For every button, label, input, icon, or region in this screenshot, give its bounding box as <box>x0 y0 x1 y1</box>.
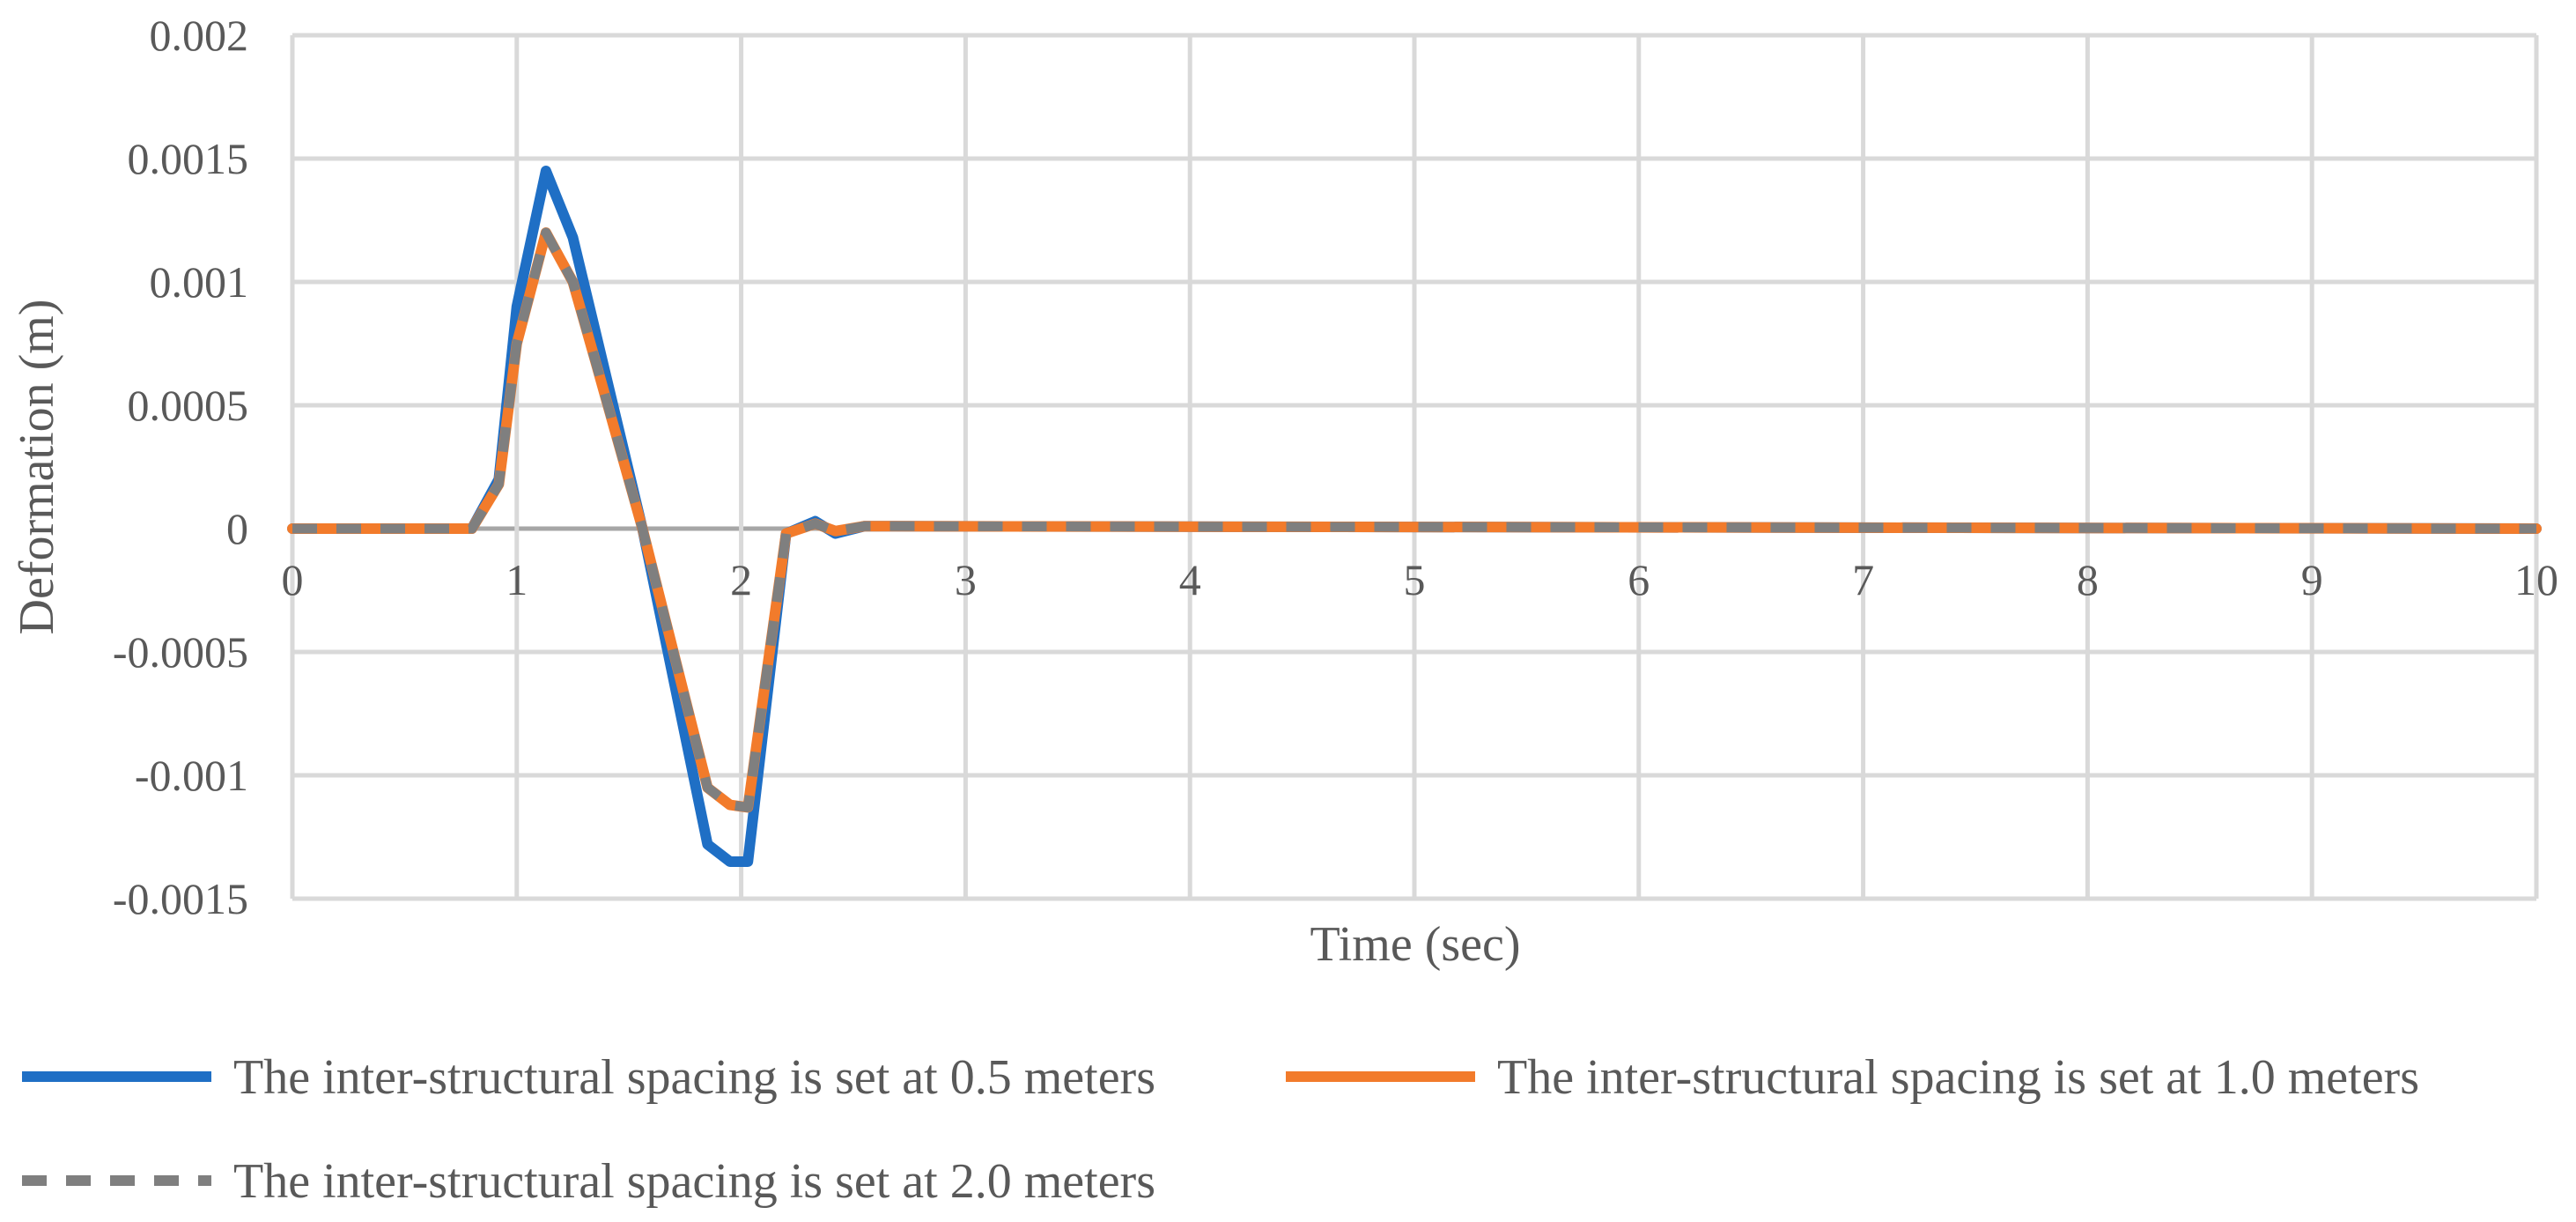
x-tick-label: 1 <box>506 555 528 604</box>
legend-label-3: The inter-structural spacing is set at 2… <box>233 1154 1155 1209</box>
x-tick-label: 5 <box>1404 555 1426 604</box>
y-axis-label: Deformation (m) <box>10 300 64 635</box>
series-lines <box>287 166 2542 867</box>
y-tick-label: 0.0005 <box>128 381 249 430</box>
legend-label-1: The inter-structural spacing is set at 0… <box>233 1050 1155 1105</box>
series-line-3 <box>292 227 2537 812</box>
y-tick-label: -0.001 <box>135 751 248 800</box>
x-tick-label: 6 <box>1628 555 1650 604</box>
x-tick-label: 8 <box>2077 555 2099 604</box>
x-tick-label: 9 <box>2301 555 2323 604</box>
tick-labels: 0.002 0.0015 0.001 0.0005 0 -0.0005 -0.001 -0.0… <box>113 11 2558 923</box>
x-tick-label: 2 <box>730 555 752 604</box>
y-tick-label: 0.002 <box>150 11 249 60</box>
x-tick-label: 0 <box>282 555 304 604</box>
y-tick-label: 0.0015 <box>128 134 249 183</box>
y-tick-label: 0.001 <box>150 257 249 307</box>
x-tick-label: 3 <box>955 555 977 604</box>
y-tick-label: 0 <box>226 504 248 553</box>
x-tick-label: 4 <box>1179 555 1201 604</box>
x-axis-label: Time (sec) <box>1310 917 1520 972</box>
legend-label-2: The inter-structural spacing is set at 1… <box>1497 1050 2419 1105</box>
y-tick-label: -0.0005 <box>113 627 248 677</box>
x-tick-label: 7 <box>1852 555 1874 604</box>
legend: The inter-structural spacing is set at 0… <box>22 1050 2419 1209</box>
y-tick-label: -0.0015 <box>113 874 248 923</box>
x-tick-label: 10 <box>2514 555 2558 604</box>
